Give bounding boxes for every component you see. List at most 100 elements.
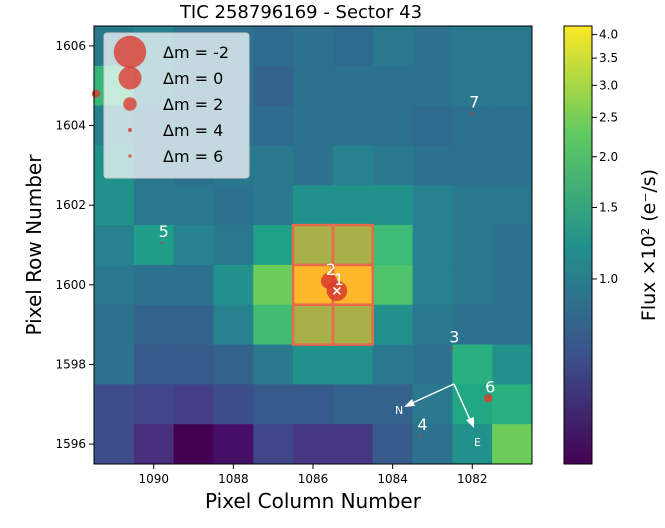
- star-marker: [484, 394, 493, 403]
- pixel-cell: [332, 384, 374, 425]
- colorbar-tick-label: 2.5: [599, 110, 618, 124]
- pixel-cell: [94, 384, 135, 425]
- legend-box: [103, 32, 250, 179]
- star-marker: [320, 272, 337, 289]
- pixel-cell: [412, 344, 453, 385]
- star-marker: [160, 241, 163, 245]
- pixel-cell: [412, 145, 453, 186]
- pixel-cell: [173, 304, 214, 345]
- colorbar-tick-label: 3.0: [599, 78, 618, 92]
- legend-label: Δm = 0: [163, 69, 223, 88]
- pixel-cell: [492, 65, 533, 107]
- pixel-cell: [372, 145, 413, 186]
- pixel-cell: [253, 26, 294, 67]
- pixel-cell: [492, 225, 533, 266]
- star-marker: [419, 434, 422, 438]
- pixel-cell: [253, 185, 294, 226]
- pixel-cell: [452, 344, 493, 385]
- pixel-cell: [372, 424, 413, 465]
- pixel-cell: [452, 26, 493, 67]
- legend-marker: [118, 66, 142, 90]
- pixel-cell: [213, 185, 254, 226]
- pixel-cell: [452, 105, 493, 146]
- pixel-cell: [293, 65, 334, 107]
- pixel-cell: [253, 304, 294, 345]
- pixel-cell: [452, 185, 493, 226]
- pixel-cell: [213, 424, 254, 465]
- pixel-cell: [173, 424, 214, 465]
- pixel-cell: [372, 105, 413, 146]
- y-tick-label: 1596: [55, 437, 86, 451]
- pixel-cell: [94, 185, 135, 226]
- pixel-cell: [492, 145, 533, 186]
- pixel-cell: [173, 344, 214, 385]
- pixel-cell: [133, 344, 175, 385]
- star-label: 5: [159, 222, 169, 241]
- pixel-cell: [213, 304, 254, 345]
- legend-marker: [128, 154, 132, 158]
- star-marker: [91, 89, 101, 98]
- colorbar-ticks: 4.0 3.5 3.0 2.5 2.0 1.5 1.0: [592, 28, 618, 286]
- pixel-cell: [332, 145, 374, 186]
- pixel-cell: [332, 225, 374, 266]
- y-axis-ticks: 1596 1598 1600 1602 1604 1606: [55, 39, 94, 451]
- pixel-cell: [293, 384, 334, 425]
- pixel-cell: [412, 304, 453, 345]
- pixel-cell: [452, 264, 493, 306]
- star-marker: [451, 347, 454, 350]
- star-marker: [471, 112, 474, 115]
- pixel-cell: [253, 264, 294, 306]
- pixel-cell: [332, 185, 374, 226]
- pixel-cell: [332, 344, 374, 385]
- star-label: 7: [469, 93, 479, 112]
- pixel-cell: [213, 384, 254, 425]
- pixel-cell: [213, 225, 254, 266]
- pixel-cell: [372, 26, 413, 67]
- pixel-cell: [412, 26, 453, 67]
- pixel-cell: [133, 304, 175, 345]
- y-tick-label: 1600: [55, 278, 86, 292]
- pixel-cell: [293, 105, 334, 146]
- pixel-cell: [452, 225, 493, 266]
- colorbar-label: Flux ×10² (e⁻/s): [638, 169, 660, 321]
- star-label: 6: [485, 377, 495, 396]
- pixel-cell: [492, 264, 533, 306]
- y-tick-label: 1606: [55, 39, 86, 53]
- pixel-cell: [372, 384, 413, 425]
- pixel-cell: [372, 65, 413, 107]
- x-tick-label: 1086: [298, 472, 329, 486]
- x-tick-label: 1090: [138, 472, 169, 486]
- pixel-cell: [372, 304, 413, 345]
- pixel-cell: [173, 384, 214, 425]
- star-label: 2: [326, 260, 336, 279]
- pixel-cell: [412, 264, 453, 306]
- x-tick-label: 1084: [377, 472, 408, 486]
- x-axis-ticks: 1090 1088 1086 1084 1082: [138, 464, 488, 486]
- x-tick-label: 1082: [457, 472, 488, 486]
- pixel-cell: [133, 384, 175, 425]
- pixel-cell: [253, 65, 294, 107]
- pixel-cell: [94, 264, 135, 306]
- pixel-cell: [492, 105, 533, 146]
- legend-label: Δm = 6: [163, 147, 223, 166]
- pixel-cell: [213, 264, 254, 306]
- chart-title: TIC 258796169 - Sector 43: [179, 2, 422, 23]
- pixel-cell: [94, 344, 135, 385]
- pixel-cell: [412, 384, 453, 425]
- star-markers: 12 3 4 5 6 7: [91, 89, 495, 438]
- pixel-cell: [412, 185, 453, 226]
- pixel-cell: [293, 145, 334, 186]
- pixel-cell: [173, 225, 214, 266]
- pixel-cell: [173, 185, 214, 226]
- legend-label: Δm = 2: [163, 95, 223, 114]
- pixel-cell: [412, 105, 453, 146]
- pixel-cell: [293, 304, 334, 345]
- pixel-cell: [293, 344, 334, 385]
- colorbar-tick-label: 1.5: [599, 200, 618, 214]
- pixel-cell: [293, 225, 334, 266]
- pixel-cell: [492, 424, 533, 465]
- compass-east-label: E: [474, 436, 481, 449]
- pixel-cell: [452, 65, 493, 107]
- pixel-cell: [133, 185, 175, 226]
- pixel-cell: [293, 424, 334, 465]
